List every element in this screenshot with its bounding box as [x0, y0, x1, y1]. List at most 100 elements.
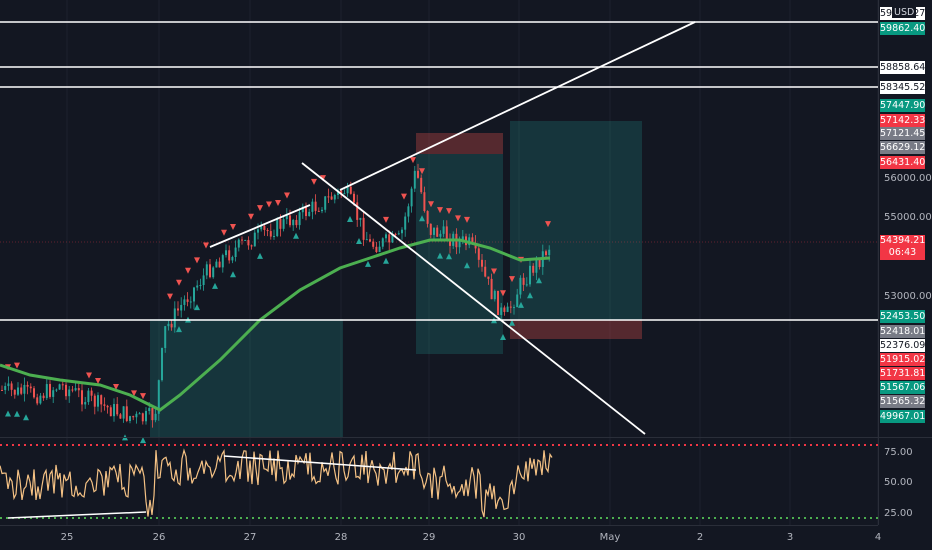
candle-body	[471, 237, 474, 243]
time-tick: 28	[334, 532, 348, 543]
candle-body	[7, 383, 10, 387]
candle-body	[97, 395, 99, 407]
time-tick: 25	[60, 532, 74, 543]
candle-body	[276, 218, 279, 237]
price-label: 51567.06	[880, 381, 926, 394]
candle-body	[369, 239, 371, 242]
price-label: 52453.50	[880, 310, 926, 323]
candle-body	[253, 232, 256, 247]
candle-body	[525, 284, 528, 286]
candle-body	[145, 410, 147, 422]
sell-signal	[437, 207, 443, 214]
buy-signal	[5, 410, 11, 417]
time-tick: 2	[696, 532, 704, 543]
candle-body	[36, 397, 39, 404]
candle-body	[532, 265, 535, 273]
candle-body	[404, 216, 407, 230]
sell-signal	[176, 279, 182, 286]
candle-body	[333, 194, 336, 200]
candle-body	[119, 414, 122, 419]
candle-body	[212, 267, 215, 278]
trendline-falling	[301, 162, 646, 435]
price-label: 57121.45	[880, 127, 926, 140]
candle-body	[356, 202, 359, 220]
candle-body	[122, 406, 125, 419]
candle-body	[58, 384, 61, 390]
sell-signal	[464, 216, 470, 223]
time-tick: 29	[422, 532, 436, 543]
candle-body	[10, 383, 13, 390]
candle-body	[13, 389, 16, 395]
candle-body	[372, 241, 375, 247]
candle-body	[503, 307, 506, 312]
trendline-rising-long	[339, 21, 696, 191]
candle-body	[138, 413, 141, 415]
candle-body	[522, 277, 525, 285]
position-box-3[interactable]	[510, 121, 642, 339]
candle-body	[199, 285, 202, 287]
candle-body	[298, 212, 301, 226]
candle-body	[84, 402, 87, 405]
sell-signal	[14, 362, 20, 369]
sell-signal	[446, 208, 452, 215]
candle-body	[407, 206, 410, 217]
candle-body	[487, 276, 490, 279]
currency-label[interactable]: USD	[892, 7, 917, 18]
candle-body	[225, 250, 227, 256]
candle-body	[266, 230, 269, 232]
buy-signal	[437, 252, 443, 259]
candle-body	[132, 416, 135, 418]
candle-body	[42, 395, 45, 399]
buy-signal	[383, 257, 389, 264]
candle-body	[135, 413, 138, 418]
horizontal-lines[interactable]	[0, 21, 878, 321]
candle-body	[394, 233, 397, 235]
sell-signal	[257, 205, 263, 212]
candle-body	[20, 387, 23, 394]
buy-signal	[518, 301, 524, 308]
sell-signal	[131, 390, 137, 397]
candle-body	[116, 404, 119, 415]
candle-body	[68, 389, 71, 397]
candle-body	[186, 299, 189, 302]
candle-body	[381, 238, 384, 247]
buy-signal	[464, 262, 470, 269]
candle-body	[311, 201, 314, 212]
candle-body	[260, 225, 263, 230]
candle-body	[337, 190, 339, 195]
candle-body	[493, 290, 496, 300]
sell-signal	[275, 200, 281, 207]
candle-body	[420, 177, 423, 193]
candle-body	[426, 211, 429, 224]
candle-body	[29, 386, 32, 389]
candle-body	[103, 404, 106, 406]
axis-price-tick: 56000.00	[884, 173, 932, 184]
candle-body	[314, 201, 317, 211]
candle-body	[71, 389, 74, 391]
buy-signal	[356, 237, 362, 244]
candle-body	[423, 192, 426, 212]
candle-body	[461, 236, 464, 240]
candle-body	[481, 259, 483, 267]
candle-body	[343, 193, 346, 195]
candle-body	[385, 234, 387, 239]
rsi-divergence-lines[interactable]	[7, 455, 417, 519]
candle-body	[289, 215, 291, 226]
candle-body	[513, 307, 515, 309]
candle-body	[250, 245, 253, 247]
trend-lines[interactable]	[209, 21, 696, 435]
candle-body	[237, 239, 240, 248]
buy-signal	[509, 319, 515, 326]
position-box-1[interactable]	[150, 319, 343, 437]
candle-body	[458, 239, 461, 248]
sell-signal	[140, 393, 146, 400]
candle-body	[234, 247, 237, 258]
price-label: 49967.01	[880, 410, 926, 423]
sell-signal	[86, 372, 92, 379]
sell-signal	[428, 201, 434, 208]
sell-signal	[320, 175, 326, 182]
pane-separator[interactable]	[0, 437, 932, 438]
candle-body	[538, 258, 541, 267]
candle-body	[391, 233, 394, 243]
